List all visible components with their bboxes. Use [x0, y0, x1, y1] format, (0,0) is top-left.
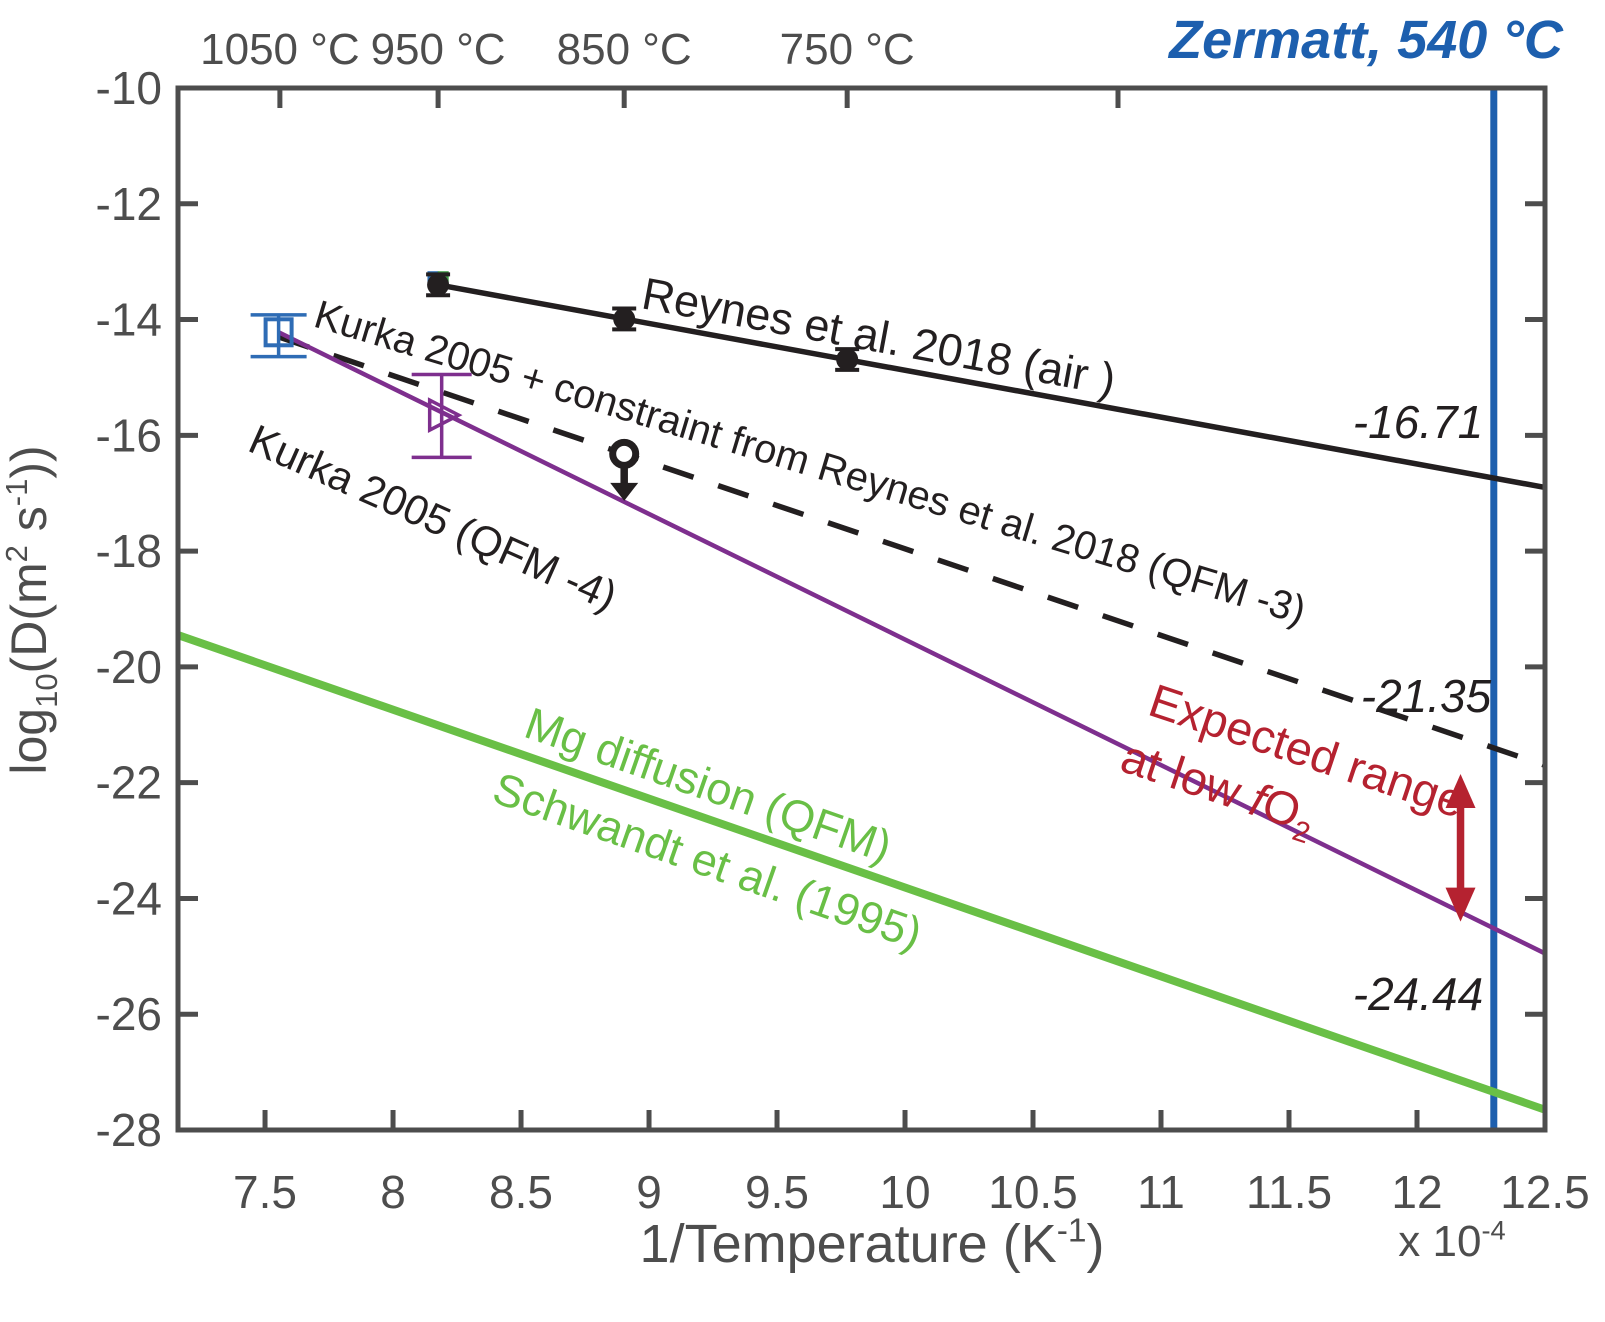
x-tick-label: 10 [879, 1166, 930, 1218]
x-tick-label: 9.5 [745, 1166, 809, 1218]
y-tick-label: -26 [96, 988, 162, 1040]
y-tick-label: -10 [96, 62, 162, 114]
data-point-filled-circle [427, 273, 450, 296]
y-tick-label: -22 [96, 757, 162, 809]
axis-ticks [178, 85, 1548, 1133]
x-tick-label: 8.5 [489, 1166, 553, 1218]
series-line-3 [176, 631, 1547, 1114]
y-tick-label: -18 [96, 525, 162, 577]
x-axis-label: 1/Temperature (K-1) [640, 1212, 1105, 1274]
purple-open-triangle-errorbar [411, 372, 472, 460]
top-temperature-label: 950 °C [371, 25, 506, 74]
x-tick-label: 12 [1391, 1166, 1442, 1218]
x-tick-label: 8 [380, 1166, 406, 1218]
y-tick-label: -20 [96, 641, 162, 693]
y-tick-label: -16 [96, 409, 162, 461]
y-tick-label: -28 [96, 1104, 162, 1156]
top-temperature-label: 850 °C [557, 25, 692, 74]
x-tick-label: 11 [1137, 1166, 1185, 1218]
label-value-qfm4: -24.44 [1353, 968, 1483, 1020]
data-point-filled-circle [836, 348, 859, 371]
x-tick-label: 12.5 [1500, 1166, 1590, 1218]
purple-open-triangle-marker [427, 397, 463, 433]
y-axis-label: log10(D(m2 s-1)) [0, 445, 64, 774]
y-tick-label: -14 [96, 294, 162, 346]
expected-range-arrow [1445, 773, 1476, 922]
x-tick-label: 11.5 [1246, 1166, 1332, 1218]
label-value-air: -16.71 [1353, 396, 1483, 448]
series-line-2 [277, 330, 1546, 956]
chart-title-zermatt: Zermatt, 540 °C [1167, 10, 1564, 70]
blue-open-square-marker [263, 317, 294, 348]
y-tick-label: -12 [96, 178, 162, 230]
plot-frame [175, 85, 1548, 1133]
label-kurka-qfm4: Kurka 2005 (QFM -4) [242, 415, 624, 619]
x-tick-label: 10.5 [988, 1166, 1078, 1218]
y-tick-label: -24 [96, 872, 162, 924]
blue-open-square-errorbar [250, 313, 307, 359]
x-tick-label: 7.5 [233, 1166, 297, 1218]
series-line-1 [277, 334, 1546, 768]
x-axis-multiplier: x 10-4 [1398, 1214, 1505, 1266]
x-tick-label: 9 [636, 1166, 662, 1218]
label-value-qfm3: -21.35 [1361, 670, 1492, 722]
upper-limit-open-circle-marker [609, 438, 640, 501]
top-temperature-label: 750 °C [780, 25, 915, 74]
top-temperature-label: 1050 °C [200, 25, 359, 74]
data-point-filled-circle [613, 307, 636, 330]
